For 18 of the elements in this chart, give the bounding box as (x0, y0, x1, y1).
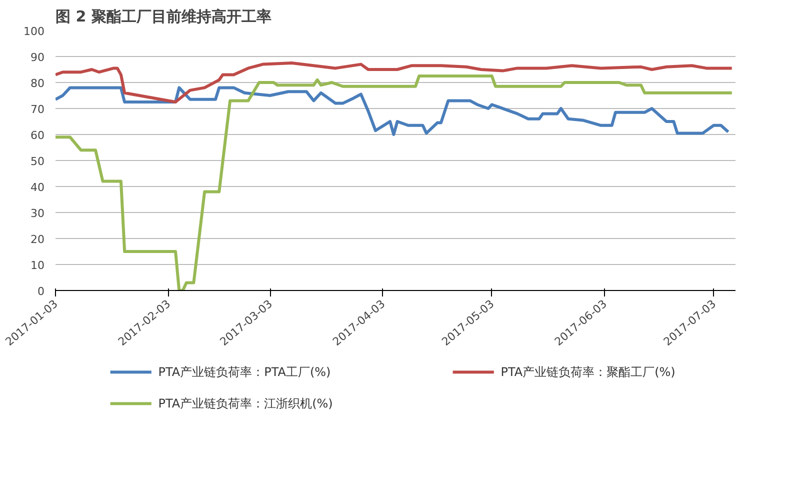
y-tick-label: 40 (30, 181, 45, 194)
legend-label: PTA产业链负荷率：PTA工厂(%) (158, 365, 331, 380)
y-tick-label: 0 (38, 285, 44, 298)
legend-label: PTA产业链负荷率：江浙织机(%) (158, 396, 333, 411)
y-tick-label: 30 (30, 207, 45, 220)
y-tick-label: 80 (30, 77, 45, 90)
y-tick-label: 20 (30, 233, 45, 246)
line-series (56, 74, 734, 290)
line-series (56, 86, 730, 136)
chart-title: 图 2 聚酯工厂目前维持高开工率 (56, 8, 272, 26)
y-tick-label: 100 (24, 25, 45, 38)
y-tick-label: 70 (30, 103, 45, 116)
y-tick-label: 10 (30, 259, 45, 272)
line-series (56, 62, 734, 104)
y-tick-label: 60 (30, 129, 45, 142)
legend-label: PTA产业链负荷率：聚酯工厂(%) (500, 365, 676, 380)
y-tick-label: 90 (30, 51, 45, 64)
y-tick-label: 50 (30, 155, 45, 168)
